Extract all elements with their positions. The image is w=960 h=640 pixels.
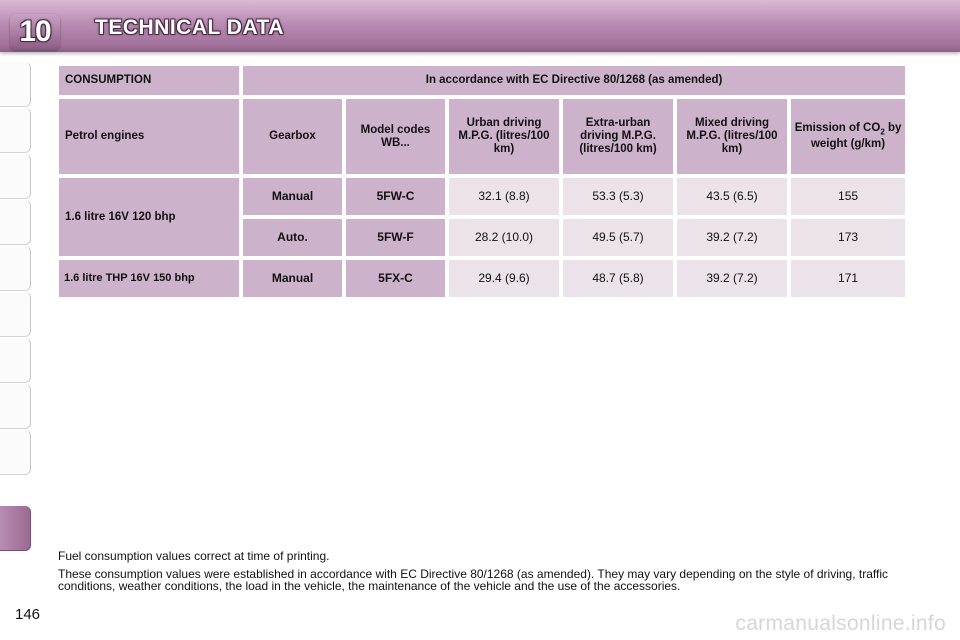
note-printing: Fuel consumption values correct at time …: [58, 549, 330, 563]
col-urban: Urban driving M.P.G. (litres/100 km): [449, 99, 559, 174]
engine-cell: 1.6 litre 16V 120 bhp: [59, 178, 239, 256]
col-emission-prefix: Emission of CO: [794, 121, 881, 134]
thumb-tab[interactable]: [0, 200, 31, 245]
gearbox-cell: Auto.: [243, 219, 342, 256]
chapter-badge: 10: [10, 14, 60, 50]
thumb-tab[interactable]: [0, 108, 31, 153]
urban-cell: 32.1 (8.8): [449, 178, 559, 215]
table-header-row: Petrol engines Gearbox Model codes WB...…: [59, 99, 906, 174]
page-header: 10 TECHNICAL DATA: [0, 0, 960, 52]
thumb-tab[interactable]: [0, 338, 31, 383]
page-number: 146: [15, 606, 41, 623]
directive-label: In accordance with EC Directive 80/1268 …: [243, 66, 906, 95]
thumb-tab[interactable]: [0, 62, 31, 107]
chapter-number: 10: [19, 15, 51, 48]
gearbox-cell: Manual: [243, 178, 342, 215]
co2-cell: 155: [791, 178, 906, 215]
urban-cell: 28.2 (10.0): [449, 219, 559, 256]
mixed-cell: 39.2 (7.2): [677, 219, 787, 256]
engine-cell: 1.6 litre THP 16V 150 bhp: [59, 260, 239, 297]
thumb-tab[interactable]: [0, 246, 31, 291]
consumption-table: CONSUMPTION In accordance with EC Direct…: [55, 62, 909, 301]
mixed-cell: 43.5 (6.5): [677, 178, 787, 215]
table-title-row: CONSUMPTION In accordance with EC Direct…: [59, 66, 906, 95]
thumb-tab[interactable]: [0, 292, 31, 337]
col-model-codes: Model codes WB...: [346, 99, 445, 174]
col-emission: Emission of CO2 by weight (g/km): [791, 99, 906, 174]
col-gearbox: Gearbox: [243, 99, 342, 174]
table-row: 1.6 litre THP 16V 150 bhp Manual 5FX-C 2…: [59, 260, 906, 297]
thumb-tab[interactable]: [0, 430, 31, 475]
watermark: carmanualsonline.info: [735, 612, 946, 635]
page-title: TECHNICAL DATA: [95, 16, 284, 39]
extra-urban-cell: 49.5 (5.7): [563, 219, 673, 256]
table-row: Auto. 5FW-F 28.2 (10.0) 49.5 (5.7) 39.2 …: [59, 219, 906, 256]
col-emission-sub: 2: [880, 127, 885, 137]
extra-urban-cell: 48.7 (5.8): [563, 260, 673, 297]
col-extra-urban: Extra-urban driving M.P.G. (litres/100 k…: [563, 99, 673, 174]
thumb-tab-active[interactable]: [0, 506, 31, 551]
table-row: 1.6 litre 16V 120 bhp Manual 5FW-C 32.1 …: [59, 178, 906, 256]
mixed-cell: 39.2 (7.2): [677, 260, 787, 297]
note-conditions: These consumption values were establishe…: [58, 567, 888, 593]
gearbox-cell: Manual: [243, 260, 342, 297]
model-code-cell: 5FW-F: [346, 219, 445, 256]
thumb-tab[interactable]: [0, 384, 31, 429]
thumb-index: [0, 62, 32, 574]
thumb-tab[interactable]: [0, 154, 31, 199]
co2-cell: 171: [791, 260, 906, 297]
section-label: CONSUMPTION: [59, 66, 239, 95]
model-code-cell: 5FX-C: [346, 260, 445, 297]
col-engine: Petrol engines: [59, 99, 239, 174]
col-emission-suffix: by weight (g/km): [810, 121, 902, 151]
co2-cell: 173: [791, 219, 906, 256]
urban-cell: 29.4 (9.6): [449, 260, 559, 297]
model-code-cell: 5FW-C: [346, 178, 445, 215]
extra-urban-cell: 53.3 (5.3): [563, 178, 673, 215]
col-mixed: Mixed driving M.P.G. (litres/100 km): [677, 99, 787, 174]
